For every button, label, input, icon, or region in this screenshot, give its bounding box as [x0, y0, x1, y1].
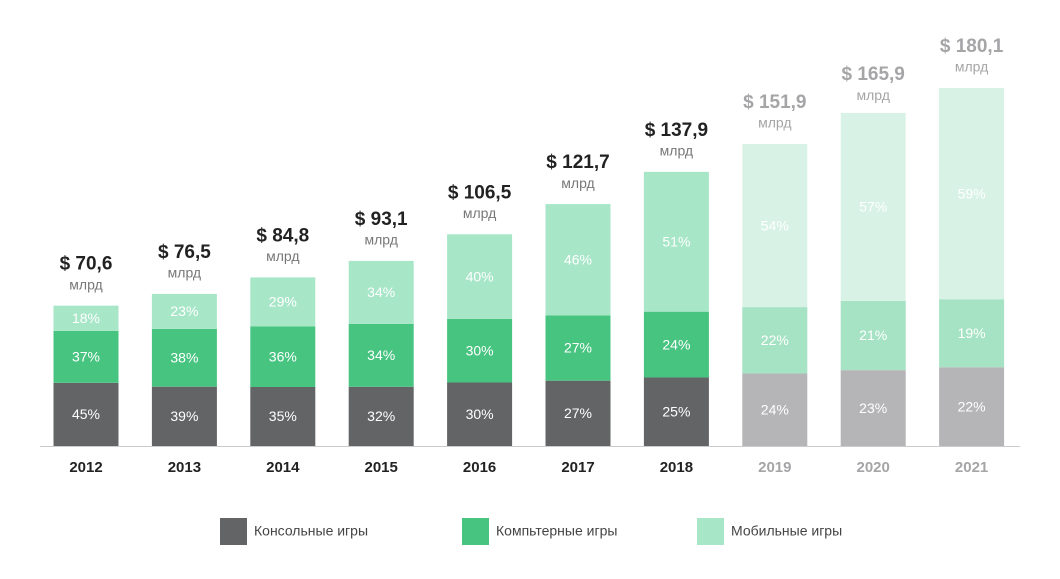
segment-label: 40% — [466, 268, 494, 284]
x-tick-label: 2017 — [561, 459, 594, 476]
bar-segment — [447, 234, 513, 319]
legend-swatch — [697, 518, 724, 545]
segment-label: 19% — [958, 325, 986, 341]
total-label: $ 151,9 — [743, 92, 806, 113]
bar-segment — [151, 386, 217, 446]
x-tick-label: 2012 — [69, 459, 102, 476]
bar-segment — [939, 299, 1005, 368]
total-unit: млрд — [168, 265, 201, 281]
bar-segment — [643, 171, 709, 312]
segment-label: 22% — [958, 398, 986, 414]
segment-label: 30% — [466, 342, 494, 358]
total-label: $ 106,5 — [448, 182, 512, 203]
total-unit: млрд — [364, 232, 397, 248]
total-unit: млрд — [856, 87, 889, 103]
bar-segment — [348, 260, 414, 324]
bar-segment — [840, 112, 906, 301]
x-tick-label: 2016 — [463, 459, 496, 476]
bar-segment — [151, 328, 217, 387]
bar-segment — [643, 311, 709, 378]
x-tick-label: 2019 — [758, 459, 791, 476]
bar-segment — [250, 277, 316, 327]
total-unit: млрд — [463, 205, 496, 221]
total-unit: млрд — [266, 248, 299, 264]
bar-segment — [939, 367, 1005, 446]
segment-label: 23% — [170, 303, 198, 319]
legend-label: Мобильные игры — [731, 523, 842, 539]
total-label: $ 165,9 — [841, 64, 904, 85]
segment-label: 37% — [72, 349, 100, 365]
total-unit: млрд — [660, 143, 693, 159]
total-label: $ 137,9 — [645, 120, 708, 141]
bar-segment — [939, 87, 1005, 300]
segment-label: 27% — [564, 340, 592, 356]
legend-swatch — [220, 518, 247, 545]
total-label: $ 180,1 — [940, 36, 1004, 57]
bar-segment — [151, 293, 217, 329]
total-label: $ 70,6 — [60, 254, 113, 275]
segment-label: 57% — [859, 199, 887, 215]
segment-label: 36% — [269, 348, 297, 364]
segment-label: 18% — [72, 310, 100, 326]
total-unit: млрд — [561, 175, 594, 191]
legend-label: Консольные игры — [254, 523, 368, 539]
segment-label: 24% — [761, 401, 789, 417]
legend-swatch — [462, 518, 489, 545]
total-label: $ 121,7 — [546, 152, 609, 173]
bar-segment — [447, 382, 513, 446]
x-tick-label: 2015 — [365, 459, 398, 476]
segment-label: 39% — [170, 408, 198, 424]
segment-label: 38% — [170, 349, 198, 365]
segment-label: 30% — [466, 406, 494, 422]
bar-segment — [348, 323, 414, 387]
total-label: $ 76,5 — [158, 242, 211, 263]
segment-label: 54% — [761, 217, 789, 233]
bar-segment — [742, 373, 808, 446]
bar-segment — [447, 318, 513, 383]
bar-segment — [742, 144, 808, 308]
segment-label: 24% — [662, 336, 690, 352]
total-label: $ 84,8 — [256, 225, 309, 246]
x-tick-label: 2020 — [857, 459, 890, 476]
segment-label: 46% — [564, 251, 592, 267]
bar-segment — [545, 315, 611, 381]
segment-label: 34% — [367, 347, 395, 363]
segment-label: 51% — [662, 233, 690, 249]
bar-segment — [53, 305, 119, 331]
total-label: $ 93,1 — [355, 209, 408, 230]
bar-segment — [840, 370, 906, 446]
x-tick-label: 2014 — [266, 459, 300, 476]
segment-label: 23% — [859, 400, 887, 416]
bar-segment — [545, 204, 611, 316]
segment-label: 34% — [367, 284, 395, 300]
bar-segment — [545, 380, 611, 446]
total-unit: млрд — [758, 115, 791, 131]
segment-label: 45% — [72, 406, 100, 422]
segment-label: 32% — [367, 408, 395, 424]
segment-label: 29% — [269, 294, 297, 310]
segment-label: 22% — [761, 332, 789, 348]
bar-segment — [348, 386, 414, 446]
legend-label: Компьтерные игры — [496, 523, 617, 539]
bar-segment — [53, 382, 119, 446]
total-unit: млрд — [69, 276, 102, 292]
segment-label: 21% — [859, 327, 887, 343]
x-tick-label: 2021 — [955, 459, 988, 476]
bar-segment — [840, 300, 906, 371]
bar-segment — [742, 307, 808, 374]
x-tick-label: 2018 — [660, 459, 693, 476]
bar-segment — [53, 330, 119, 383]
bar-segment — [250, 326, 316, 387]
segment-label: 35% — [269, 408, 297, 424]
segment-label: 59% — [958, 185, 986, 201]
bar-segment — [643, 377, 709, 446]
segment-label: 25% — [662, 403, 690, 419]
segment-label: 27% — [564, 405, 592, 421]
x-tick-label: 2013 — [168, 459, 201, 476]
bar-segment — [250, 386, 316, 446]
total-unit: млрд — [955, 59, 988, 75]
